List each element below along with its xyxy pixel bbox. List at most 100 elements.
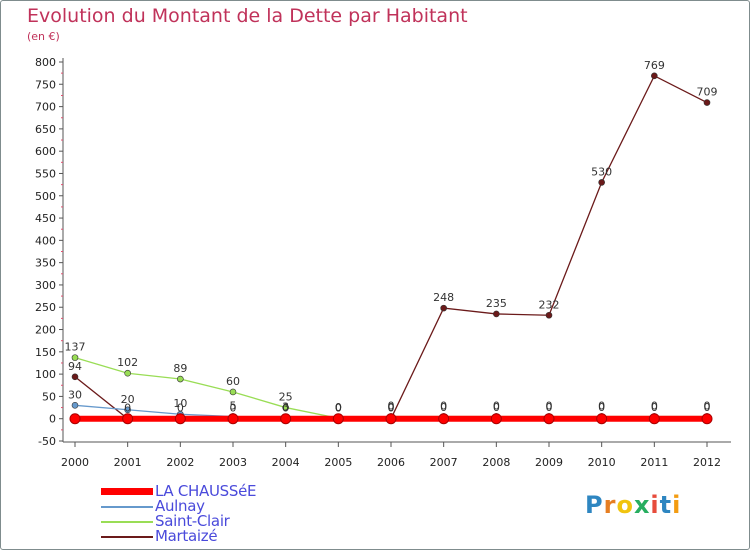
data-label-martaize: 0 [282, 402, 289, 415]
data-label-martaize: 530 [591, 165, 612, 178]
data-label-aulnay: 0 [546, 401, 553, 414]
chart-title: Evolution du Montant de la Dette par Hab… [27, 5, 468, 27]
y-tick-label: 100 [35, 368, 56, 381]
series-group [69, 72, 713, 425]
y-tick-label: 0 [49, 413, 56, 426]
data-label-martaize: 709 [697, 86, 718, 99]
data-label-aulnay: 30 [68, 388, 82, 401]
data-label-aulnay: 0 [598, 401, 605, 414]
y-tick-label: -50 [38, 435, 56, 448]
data-label-saint-clair: 0 [440, 399, 447, 412]
data-label-aulnay: 5 [230, 399, 237, 412]
data-label-aulnay: 0 [388, 401, 395, 414]
data-label-aulnay: 10 [173, 397, 187, 410]
data-label-martaize: 0 [230, 402, 237, 415]
data-label-martaize: 0 [335, 402, 342, 415]
logo-letter: r [603, 491, 617, 519]
data-point-martaize [71, 373, 79, 381]
data-point-martaize [493, 310, 500, 318]
x-tick-label: 2008 [482, 456, 510, 469]
data-label-martaize: 232 [539, 298, 560, 311]
data-point-la-chaussee [596, 413, 608, 425]
data-point-martaize [440, 304, 447, 312]
data-label-saint-clair: 0 [704, 399, 711, 412]
data-point-la-chaussee [174, 413, 186, 425]
data-point-la-chaussee [543, 413, 555, 425]
data-point-saint-clair [71, 354, 79, 361]
data-point-saint-clair [177, 375, 184, 383]
chart-unit-label: (en €) [27, 30, 60, 43]
logo-letter: i [650, 491, 660, 519]
legend-item-saint-clair: Saint-Clair [101, 514, 256, 529]
data-point-saint-clair [282, 404, 289, 411]
data-label-aulnay: 0 [493, 401, 500, 414]
y-tick-label: 250 [35, 301, 56, 314]
y-tick-label: 650 [35, 123, 56, 136]
x-tick-label: 2002 [166, 456, 194, 469]
y-tick-label: 550 [35, 167, 56, 180]
data-label-martaize: 0 [388, 402, 395, 415]
data-label-saint-clair: 25 [279, 391, 293, 404]
x-tick-label: 2007 [430, 456, 458, 469]
data-label-aulnay: 0 [440, 401, 447, 414]
data-label-saint-clair: 0 [335, 401, 342, 414]
y-tick-label: 350 [35, 257, 56, 270]
data-label-martaize: 0 [124, 402, 131, 415]
legend-item-aulnay: Aulnay [101, 499, 256, 514]
data-point-la-chaussee [227, 413, 239, 425]
y-tick-label: 300 [35, 279, 56, 292]
y-tick-label: 50 [42, 390, 56, 403]
y-tick-label: 150 [35, 346, 56, 359]
x-tick-label: 2006 [377, 456, 405, 469]
logo-letter: x [633, 491, 651, 519]
legend-item-la-chaussee: LA CHAUSSéE [101, 484, 256, 499]
series-line-martaize [74, 74, 708, 420]
data-point-la-chaussee [69, 413, 81, 425]
data-point-martaize [545, 311, 553, 319]
legend-swatch-martaize [101, 535, 153, 538]
proxiti-logo: Proxiti [585, 491, 681, 519]
data-label-aulnay: 0 [704, 401, 711, 414]
x-tick-label: 2004 [272, 456, 300, 469]
data-point-la-chaussee [332, 413, 344, 425]
data-point-saint-clair [124, 369, 131, 377]
data-point-la-chaussee [648, 413, 660, 425]
data-label-aulnay: 0 [335, 401, 342, 414]
y-tick-label: 700 [35, 101, 56, 114]
x-tick-label: 2000 [61, 456, 89, 469]
data-label-saint-clair: 0 [388, 399, 395, 412]
data-point-aulnay [71, 402, 79, 409]
data-point-aulnay [124, 406, 131, 414]
legend-label-saint-clair: Saint-Clair [155, 512, 230, 530]
y-tick-label: 750 [35, 78, 56, 91]
x-tick-label: 2010 [588, 456, 616, 469]
data-label-martaize: 0 [177, 402, 184, 415]
x-axis-ticks: 2000 2001 2002 2003 2004 2005 2006 2007 2008 2009… [61, 442, 721, 469]
y-tick-label: 400 [35, 234, 56, 247]
x-tick-label: 2001 [114, 456, 142, 469]
data-point-la-chaussee [701, 413, 713, 425]
legend-swatch-la-chaussee [101, 488, 153, 495]
data-point-martaize [651, 72, 658, 80]
data-label-saint-clair: 102 [117, 356, 138, 369]
data-label-saint-clair: 0 [493, 399, 500, 412]
legend-label-la-chaussee: LA CHAUSSéE [155, 482, 257, 500]
data-label-aulnay: 0 [651, 401, 658, 414]
logo-letter: P [585, 491, 604, 519]
data-point-martaize [703, 99, 711, 106]
data-label-martaize: 248 [433, 291, 454, 304]
y-tick-label: 600 [35, 145, 56, 158]
data-label-saint-clair: 0 [546, 399, 553, 412]
data-point-saint-clair [229, 388, 237, 396]
plot-area: -500501001502002503003504004505005506006… [35, 56, 731, 469]
legend-label-martaize: Martaizé [155, 527, 218, 545]
data-label-aulnay: 3 [282, 400, 289, 413]
data-label-saint-clair: 89 [173, 362, 187, 375]
data-point-la-chaussee [122, 413, 134, 425]
x-tick-label: 2005 [324, 456, 352, 469]
y-tick-label: 200 [35, 324, 56, 337]
data-point-la-chaussee [385, 413, 397, 425]
x-tick-label: 2003 [219, 456, 247, 469]
data-label-saint-clair: 0 [651, 399, 658, 412]
